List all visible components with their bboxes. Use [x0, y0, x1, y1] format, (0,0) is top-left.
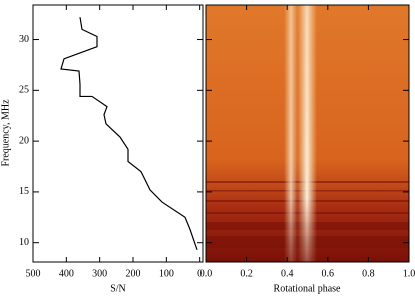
y-tick-label: 20 [19, 135, 29, 146]
x-tick-label: 0.4 [281, 268, 294, 279]
x-tick-label: 500 [26, 268, 41, 279]
x-tick-label: 200 [126, 268, 141, 279]
data-line [60, 17, 198, 251]
y-axis-title: Frequency, MHz [0, 99, 11, 167]
right-frame [205, 4, 410, 263]
y-tick-label: 25 [19, 85, 29, 96]
x-tick-label: 1.0 [403, 268, 415, 279]
x-axis-title: S/N [110, 283, 126, 294]
x-tick-label: 300 [92, 268, 107, 279]
y-tick-label: 10 [19, 237, 29, 248]
left-frame [32, 4, 204, 263]
x-tick-label: 0.6 [322, 268, 335, 279]
y-tick-label: 30 [19, 34, 29, 45]
spectrum-image [206, 5, 409, 262]
x-tick-label: 0 [197, 268, 202, 279]
x-tick-label: 0.8 [362, 268, 375, 279]
x-tick-label: 0.0 [200, 268, 213, 279]
x-tick-label: 100 [159, 268, 174, 279]
x-tick-label: 0.2 [240, 268, 253, 279]
x-tick-label: 400 [59, 268, 74, 279]
x-axis-title: Rotational phase [274, 283, 341, 294]
y-tick-label: 15 [19, 186, 29, 197]
